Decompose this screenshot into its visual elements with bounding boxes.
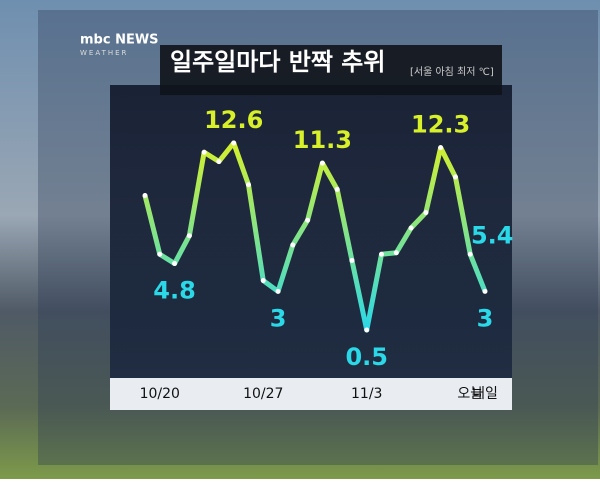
point: [305, 217, 311, 223]
title-bar: [160, 45, 502, 95]
x-tick-label: 오늘: [457, 386, 483, 402]
point: [290, 242, 296, 248]
line: [142, 140, 488, 333]
point: [216, 159, 222, 165]
point: [364, 327, 370, 333]
point: [201, 149, 207, 155]
point: [245, 182, 251, 188]
point: [482, 288, 488, 294]
point: [438, 145, 444, 151]
value-label: 11.3: [293, 126, 352, 154]
chart-subtitle: [서울 아침 최저 ℃]: [410, 66, 494, 78]
point: [231, 140, 237, 146]
value-label: 4.8: [153, 277, 196, 305]
point: [319, 160, 325, 166]
chart-title: 일주일마다 반짝 추위: [170, 48, 385, 76]
logo-sub: WEATHER: [80, 49, 128, 57]
logo: mbc NEWS: [80, 33, 159, 48]
point: [423, 210, 429, 216]
value-label: 5.4: [471, 221, 514, 249]
point: [142, 193, 148, 199]
point: [393, 250, 399, 256]
point: [172, 261, 178, 267]
value-label: 0.5: [345, 343, 388, 371]
point: [467, 251, 473, 257]
value-label: 3: [477, 304, 494, 332]
value-label: 12.6: [204, 106, 263, 134]
x-tick-label: 내일: [472, 386, 498, 402]
point: [408, 225, 414, 231]
point: [157, 251, 163, 257]
point: [349, 257, 355, 263]
value-label: 3: [270, 304, 287, 332]
point: [334, 186, 340, 192]
point: [379, 251, 385, 257]
point: [452, 174, 458, 180]
point: [186, 233, 192, 239]
axis-bar: [110, 378, 512, 410]
x-tick-label: 10/27: [243, 386, 283, 402]
x-tick-label: 11/3: [351, 386, 382, 402]
point: [260, 278, 266, 284]
point: [275, 288, 281, 294]
value-label: 12.3: [411, 111, 470, 139]
chart-panel: [110, 85, 512, 380]
x-tick-label: 10/20: [140, 386, 180, 402]
